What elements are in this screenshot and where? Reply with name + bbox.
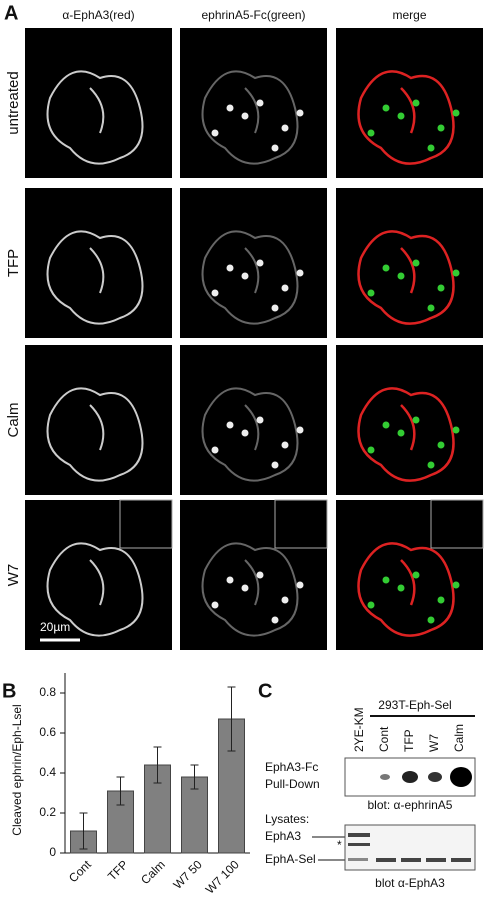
x-tick-label: W7 50 (170, 857, 205, 892)
pull-down-label: Pull-Down (265, 777, 320, 791)
lane-label: Calm (452, 724, 466, 752)
band-label: EphA3 (265, 829, 301, 843)
x-tick-label: Cont (66, 857, 94, 885)
panel-c: 293T-Eph-Sel EphA3-Fc Pull-Down blot: α-… (265, 698, 476, 890)
band (380, 774, 390, 780)
asterisk: * (337, 838, 342, 852)
panel-b: Cleaved ephrin/Eph-Lsel 0 0.2 0.4 0.6 0.8 Con… (10, 673, 250, 897)
micrograph (25, 28, 172, 178)
micrograph (336, 188, 483, 338)
row-label: untreated (5, 71, 22, 134)
lane-label: 2YE-KM (352, 707, 366, 752)
pull-down-label: EphA3-Fc (265, 760, 318, 774)
inset (274, 499, 328, 549)
group-label: 293T-Eph-Sel (378, 698, 451, 712)
blot-label: blot α-EphA3 (375, 876, 445, 890)
blot (344, 824, 476, 871)
inset (119, 499, 173, 549)
column-header: merge (392, 8, 426, 22)
micrograph (25, 188, 172, 338)
y-tick-label: 0.6 (39, 725, 56, 739)
y-tick-label: 0 (49, 845, 56, 859)
x-tick-label: TFP (105, 857, 131, 883)
micrograph (180, 28, 327, 178)
micrograph (336, 28, 483, 178)
error-bar (190, 764, 199, 790)
x-tick-label: Calm (138, 857, 168, 887)
row-label: Calm (5, 402, 22, 437)
panel-a: α-EphA3(red) ephrinA5-Fc(green) merge untre… (5, 8, 484, 650)
inset (430, 499, 484, 549)
panel-label: A (4, 2, 18, 24)
column-header: ephrinA5-Fc(green) (201, 8, 305, 22)
micrograph (25, 345, 172, 495)
bands (348, 833, 471, 862)
micrograph (180, 188, 327, 338)
panel-label: B (2, 680, 16, 702)
row-label: TFP (5, 249, 22, 277)
error-bar (153, 746, 162, 784)
error-bar (227, 686, 236, 752)
error-bar (116, 776, 125, 806)
row-label: W7 (5, 564, 22, 587)
lysates-label: Lysates: (265, 812, 309, 826)
error-bar (79, 812, 88, 850)
y-tick-label: 0.2 (39, 805, 56, 819)
y-tick-label: 0.4 (39, 765, 56, 779)
y-tick-label: 0.8 (39, 685, 56, 699)
bar (181, 776, 208, 854)
lane-label: TFP (402, 729, 416, 752)
column-header: α-EphA3(red) (62, 8, 134, 22)
micrograph (180, 500, 327, 650)
scale-bar-label: 20µm (40, 620, 70, 634)
band (450, 767, 472, 787)
band (428, 772, 442, 782)
lane-label: Cont (377, 726, 391, 752)
band-label: EphA-Sel (265, 852, 316, 866)
panel-label: C (258, 680, 272, 702)
micrograph (336, 500, 483, 650)
x-tick-label: W7 100 (203, 857, 242, 896)
micrograph (336, 345, 483, 495)
band (402, 771, 418, 783)
blot-label: blot: α-ephrinA5 (368, 798, 453, 812)
lane-label: W7 (427, 734, 441, 752)
y-axis-label: Cleaved ephrin/Eph-Lsel (10, 704, 24, 835)
micrograph (180, 345, 327, 495)
